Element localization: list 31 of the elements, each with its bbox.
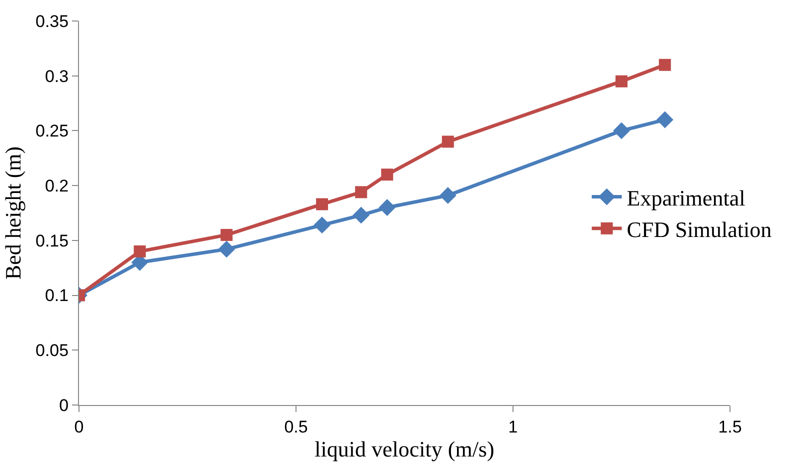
y-axis-title: Bed height (m) — [0, 146, 26, 280]
y-tick-label: 0 — [59, 396, 69, 415]
point — [442, 136, 454, 148]
y-tick-label: 0.1 — [44, 286, 69, 306]
point — [218, 240, 236, 258]
x-tick-label: 0.5 — [284, 417, 308, 436]
point — [220, 228, 233, 241]
point — [355, 186, 368, 198]
y-tick-label: 0.15 — [36, 231, 69, 250]
point — [656, 111, 674, 128]
point — [316, 198, 328, 210]
y-tick-label: 0.2 — [44, 176, 69, 196]
point — [613, 122, 630, 140]
y-tick-label: 0.05 — [36, 341, 69, 360]
x-axis-title: liquid velocity (m/s) — [314, 436, 494, 462]
x-tick-label: 0 — [74, 417, 84, 436]
y-tick-label: 0.35 — [36, 12, 69, 31]
point — [134, 245, 146, 258]
point — [378, 199, 396, 216]
y-tick-label: 0.3 — [44, 66, 69, 86]
point — [439, 187, 456, 204]
y-tick-label: 0.25 — [36, 122, 69, 141]
x-tick-label: 1 — [508, 417, 518, 436]
point — [352, 206, 370, 224]
legend-label: CFD Simulation — [626, 216, 772, 242]
point — [381, 168, 394, 181]
point — [314, 216, 330, 234]
point — [658, 58, 671, 71]
point — [616, 75, 628, 88]
legend-label: Exparimental — [626, 185, 746, 210]
x-tick-label: 1.5 — [718, 417, 742, 436]
